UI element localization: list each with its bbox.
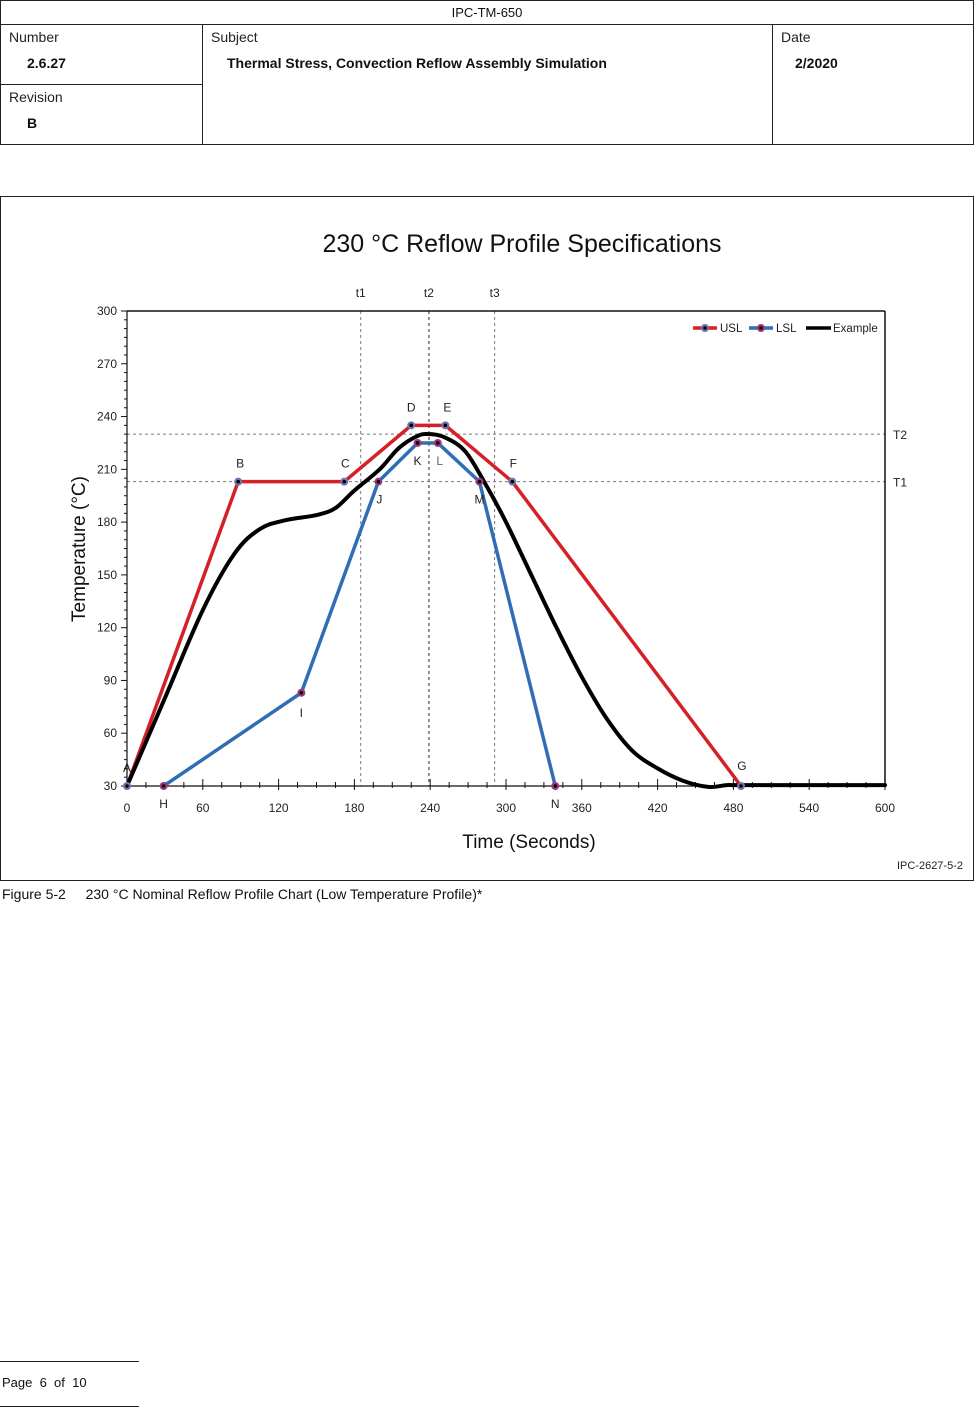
y-tick-label: 270 [97,357,117,371]
legend: USL LSL Example [693,323,878,335]
data-point-center-I [299,690,304,695]
figure-id-tag: IPC-2627-5-2 [897,860,963,872]
point-label-E: E [443,400,451,414]
ref-label-t2: t2 [424,286,434,300]
data-point-center-N [553,784,558,788]
x-tick-label: 540 [799,801,819,815]
header-title: IPC-TM-650 [1,1,973,25]
number-value: 2.6.27 [27,55,66,71]
x-tick-label: 480 [723,801,743,815]
data-point-center-B [236,479,240,484]
date-cell: Date 2/2020 [773,25,973,144]
point-label-A: A [123,761,131,775]
x-tick-label: 120 [269,801,289,815]
legend-marker-center-usl [703,326,707,330]
point-label-M: M [474,493,484,507]
x-tick-label: 300 [496,801,516,815]
x-tick-label: 240 [420,801,440,815]
legend-marker-center-lsl [759,326,763,330]
data-point-center-A [125,784,129,788]
x-tick-label: 600 [875,801,895,815]
data-point-center-C [342,479,347,484]
point-label-D: D [407,400,416,414]
ref-label-t3: t3 [490,286,500,300]
y-tick-label: 90 [104,673,118,687]
point-label-B: B [236,457,244,471]
axes: 30 60 90 120 150 180 210 240 270 300 0 60 120 180 240 3… [97,304,895,815]
caption-text: 230 °C Nominal Reflow Profile Chart (Low… [85,886,483,902]
data-point-center-J [376,479,381,484]
data-point-center-L [435,441,440,445]
subject-label: Subject [211,29,258,45]
series-line-lsl [161,441,558,788]
point-label-F: F [510,457,517,471]
date-label: Date [781,29,811,45]
x-tick-label: 420 [648,801,668,815]
revision-cell: Revision B [1,85,203,144]
data-point-center-G [739,784,743,788]
subject-value: Thermal Stress, Convection Reflow Assemb… [227,55,607,71]
series-markers [123,421,745,790]
subject-cell: Subject Thermal Stress, Convection Reflo… [203,25,773,144]
point-label-G: G [737,759,746,773]
x-tick-label: 360 [572,801,592,815]
footer-rule-top [0,1361,139,1362]
x-tick-label: 180 [344,801,364,815]
data-point-center-F [510,479,515,484]
x-tick-label: 60 [196,801,210,815]
reference-lines: t1 t2 t3 T2 T1 [127,286,907,786]
y-tick-label: 30 [104,779,118,793]
revision-label: Revision [9,89,63,105]
ref-label-t1: t1 [356,286,366,300]
point-label-C: C [341,457,350,471]
figure-caption: Figure 5-2 230 °C Nominal Reflow Profile… [2,886,482,902]
chart-title: 230 °C Reflow Profile Specifications [322,230,721,258]
footer-rule-bottom [0,1406,139,1407]
legend-label-lsl: LSL [776,323,797,335]
ref-label-T2: T2 [893,428,907,442]
page-number: Page 6 of 10 [2,1375,87,1390]
legend-label-example: Example [833,323,878,335]
figure-box: 230 °C Reflow Profile Specifications t1 t… [0,196,974,881]
x-axis-label: Time (Seconds) [462,832,595,853]
revision-value: B [27,115,38,131]
point-label-I: I [300,706,303,720]
data-point-center-D [409,423,414,428]
point-label-N: N [551,797,560,811]
document-header: IPC-TM-650 Number 2.6.27 Revision B Subj… [0,0,974,145]
series-line-example [125,431,887,790]
legend-label-usl: USL [720,323,743,335]
date-value: 2/2020 [795,55,838,71]
y-tick-label: 300 [97,304,117,318]
point-label-L: L [436,454,443,468]
data-point-center-K [415,441,420,445]
point-label-J: J [376,493,382,507]
y-tick-label: 240 [97,410,117,424]
point-label-K: K [414,454,422,468]
y-tick-label: 180 [97,515,117,529]
y-tick-label: 150 [97,568,117,582]
y-tick-label: 210 [97,462,117,476]
ref-label-T1: T1 [893,476,907,490]
y-tick-label: 60 [104,726,118,740]
caption-number: Figure 5-2 [2,886,66,902]
y-axis-label: Temperature (°C) [69,476,90,622]
data-point-center-E [443,423,448,428]
series-line-usl [125,423,743,788]
point-labels: A B C D E F G H I J K L M N [123,400,747,811]
data-point-center-M [477,479,482,484]
reflow-profile-chart: 230 °C Reflow Profile Specifications t1 t… [69,230,963,872]
point-label-H: H [159,797,168,811]
number-cell: Number 2.6.27 [1,25,203,85]
number-label: Number [9,29,59,45]
data-point-center-H [161,784,166,788]
y-tick-label: 120 [97,621,117,635]
x-tick-label: 0 [124,801,131,815]
